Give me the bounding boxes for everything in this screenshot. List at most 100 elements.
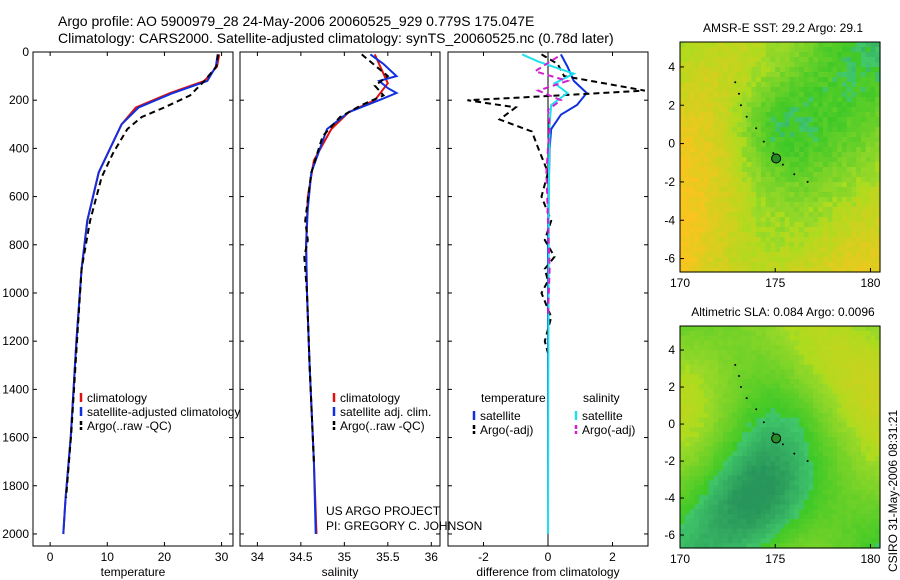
map-cell <box>841 87 848 93</box>
map-cell <box>684 461 691 467</box>
map-cell <box>851 197 857 203</box>
map-cell <box>808 465 814 472</box>
map-cell <box>699 92 705 98</box>
map-cell <box>699 427 705 433</box>
map-cell <box>818 257 824 263</box>
map-cell <box>741 350 748 356</box>
map-cell <box>694 227 700 233</box>
map-cell <box>865 167 872 173</box>
map-cell <box>837 77 843 83</box>
map-cell <box>699 62 705 68</box>
map-cell <box>775 202 781 208</box>
map-cell <box>746 257 753 263</box>
map-cell <box>760 47 767 53</box>
map-cell <box>789 242 795 248</box>
map-cell <box>865 538 872 544</box>
map-cell <box>808 408 814 414</box>
map-cell <box>794 167 800 173</box>
map-cell <box>737 192 743 198</box>
map-cell <box>708 102 714 108</box>
map-cell <box>799 456 805 462</box>
map-cell <box>789 326 795 332</box>
map-cell <box>741 112 748 118</box>
map-cell <box>689 52 695 58</box>
map-cell <box>770 77 776 83</box>
map-cell <box>780 345 786 351</box>
map-cell <box>780 417 786 424</box>
map-cell <box>684 197 691 203</box>
map-cell <box>713 465 719 472</box>
map-cell <box>851 212 857 218</box>
map-cell <box>737 504 743 510</box>
map-cell <box>727 388 733 395</box>
map-cell <box>694 437 700 443</box>
map-cell <box>737 77 743 83</box>
map-cell <box>760 227 767 233</box>
map-cell <box>765 374 772 380</box>
map-cell <box>841 340 848 346</box>
map-cell <box>860 345 867 351</box>
map-cell <box>746 102 753 108</box>
map-cell <box>803 232 810 238</box>
map-cell <box>851 237 857 243</box>
map-cell <box>703 422 710 428</box>
map-cell <box>851 403 857 409</box>
map-cell <box>841 523 848 530</box>
map-cell <box>851 117 857 123</box>
map-cell <box>727 456 733 462</box>
map-cell <box>689 92 695 98</box>
map-cell <box>832 374 838 380</box>
map-cell <box>875 157 881 163</box>
map-cell <box>813 408 819 414</box>
map-cell <box>680 465 686 472</box>
map-cell <box>799 499 805 506</box>
map-cell <box>822 57 829 63</box>
map-cell <box>841 192 848 198</box>
map-cell <box>808 350 814 356</box>
map-cell <box>827 182 833 188</box>
map-cell <box>813 167 819 173</box>
map-cell <box>789 437 795 443</box>
map-cell <box>741 437 748 443</box>
map-cell <box>680 227 686 233</box>
map-cell <box>756 432 762 438</box>
map-cell <box>727 359 733 366</box>
map-cell <box>760 232 767 238</box>
map-cell <box>860 528 867 535</box>
map-cell <box>832 427 838 433</box>
map-cell <box>794 157 800 163</box>
map-cell <box>708 490 714 496</box>
map-cell <box>799 192 805 198</box>
map-cell <box>841 398 848 404</box>
map-cell <box>875 192 881 198</box>
map-cell <box>756 509 762 515</box>
map-cell <box>856 82 862 88</box>
map-cell <box>813 509 819 515</box>
map-cell <box>808 383 814 390</box>
map-cell <box>837 177 843 183</box>
map-cell <box>760 519 767 525</box>
map-cell <box>870 354 876 361</box>
map-cell <box>875 212 881 218</box>
map-cell <box>751 490 757 496</box>
map-cell <box>875 417 881 424</box>
map-cell <box>784 107 791 113</box>
map-cell <box>737 172 743 178</box>
map-cell <box>851 422 857 428</box>
map-cell <box>827 364 833 371</box>
map-cell <box>689 152 695 158</box>
map-cell <box>784 422 791 428</box>
map-cell <box>870 222 876 228</box>
map-cell <box>865 77 872 83</box>
map-cell <box>846 227 853 233</box>
map-cell <box>803 122 810 128</box>
map-cell <box>860 350 867 356</box>
map-cell <box>822 62 829 68</box>
map-cell <box>813 364 819 371</box>
map-cell <box>727 514 733 520</box>
map-cell <box>775 509 781 515</box>
map-cell <box>813 340 819 346</box>
map-cell <box>841 470 848 477</box>
map-cell <box>808 162 814 168</box>
map-cell <box>813 480 819 486</box>
